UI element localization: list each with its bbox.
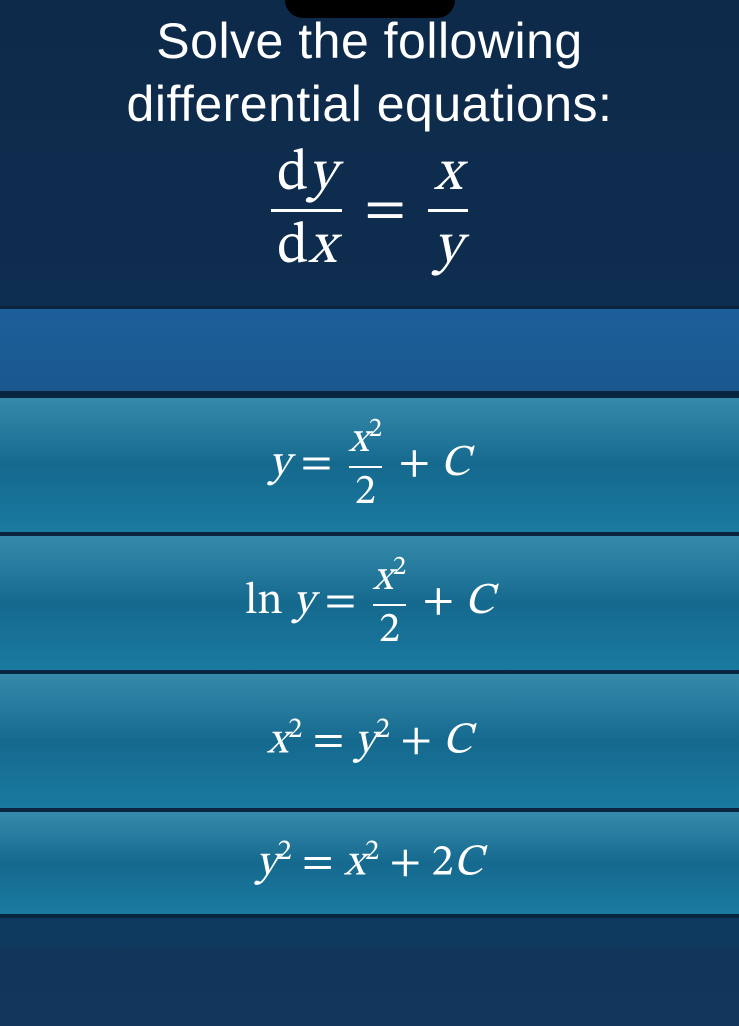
option-3[interactable]: x2 = y2 + C (0, 670, 739, 808)
question-prompt: Solve the following differential equatio… (40, 10, 699, 135)
equals-sign: = (364, 174, 406, 247)
option-4[interactable]: y2 = x2 + 2C (0, 808, 739, 918)
option-2-math: ln y = x2 2 + C (245, 554, 494, 652)
option-3-math: x2 = y2 + C (267, 712, 472, 770)
spacer-band (0, 306, 739, 394)
option-1[interactable]: y = x2 2 + C (0, 394, 739, 532)
option-2[interactable]: ln y = x2 2 + C (0, 532, 739, 670)
device-notch (285, 0, 455, 18)
rhs-fraction: x y (428, 145, 468, 276)
option-4-math: y2 = x2 + 2C (256, 834, 483, 892)
question-block: Solve the following differential equatio… (0, 0, 739, 306)
question-equation: dy dx = x y (40, 145, 699, 276)
option-1-math: y = x2 2 + C (269, 416, 470, 514)
answer-options: y = x2 2 + C ln y = x2 2 + C x2 = y2 + C (0, 394, 739, 918)
prompt-line-1: Solve the following (156, 13, 582, 69)
bottom-gap (0, 918, 739, 948)
prompt-line-2: differential equations: (127, 76, 613, 132)
lhs-fraction: dy dx (271, 145, 342, 276)
